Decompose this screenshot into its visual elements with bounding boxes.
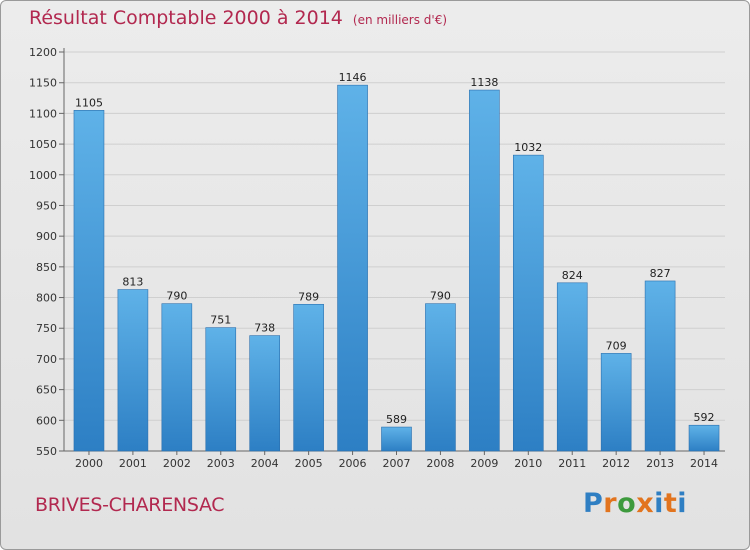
logo-letter: t bbox=[663, 488, 678, 519]
value-label: 1138 bbox=[470, 76, 498, 89]
value-label: 789 bbox=[298, 290, 319, 303]
chart-unit: (en milliers d'€) bbox=[352, 13, 448, 27]
y-tick-label: 950 bbox=[36, 199, 57, 212]
x-tick-label: 2008 bbox=[426, 457, 454, 470]
bars bbox=[73, 84, 720, 452]
logo-letter: o bbox=[617, 488, 637, 519]
y-tick-label: 800 bbox=[36, 292, 57, 305]
value-label: 738 bbox=[254, 322, 275, 335]
x-tick-label: 2013 bbox=[646, 457, 674, 470]
y-tick-label: 550 bbox=[36, 445, 57, 458]
x-tick-label: 2002 bbox=[163, 457, 191, 470]
bar-2008 bbox=[425, 303, 456, 452]
y-tick-label: 700 bbox=[36, 353, 57, 366]
value-labels: 1105 813 790 751 738 789 1146 589 790 1138 1032 824… bbox=[75, 71, 715, 426]
x-tick-label: 2009 bbox=[470, 457, 498, 470]
value-label: 1146 bbox=[339, 71, 367, 84]
y-tick-label: 1200 bbox=[29, 46, 57, 59]
value-label: 824 bbox=[562, 269, 583, 282]
logo-letter: x bbox=[636, 488, 655, 519]
x-tick-label: 2010 bbox=[514, 457, 542, 470]
x-tick-label: 2007 bbox=[383, 457, 411, 470]
value-label: 827 bbox=[650, 267, 671, 280]
logo-letter: i bbox=[654, 488, 664, 519]
bar-2010 bbox=[512, 154, 544, 452]
bar-2012 bbox=[600, 353, 632, 452]
value-label: 592 bbox=[694, 411, 715, 424]
value-label: 751 bbox=[210, 314, 231, 327]
x-tick-label: 2014 bbox=[690, 457, 718, 470]
value-label: 1105 bbox=[75, 96, 103, 109]
value-label: 790 bbox=[430, 290, 451, 303]
bar-2005 bbox=[293, 303, 324, 452]
x-tick-label: 2012 bbox=[602, 457, 630, 470]
x-tick-label: 2005 bbox=[295, 457, 323, 470]
y-tick-labels: 550 600 650 700 750 800 850 900 950 1000 1050 1100 1… bbox=[29, 46, 64, 458]
x-tick-label: 2004 bbox=[251, 457, 279, 470]
logo-letter: i bbox=[677, 488, 688, 519]
y-tick-label: 1100 bbox=[29, 107, 57, 120]
x-tick-labels: 2000 2001 2002 2003 2004 2005 2006 2007 2008 2009… bbox=[75, 451, 718, 470]
proxiti-logo[interactable]: Proxiti bbox=[583, 488, 687, 519]
x-tick-label: 2001 bbox=[119, 457, 147, 470]
y-tick-label: 850 bbox=[36, 261, 57, 274]
value-label: 790 bbox=[166, 290, 187, 303]
y-tick-label: 600 bbox=[36, 414, 57, 427]
bar-2009 bbox=[469, 89, 500, 452]
y-tick-label: 1150 bbox=[29, 77, 57, 90]
bar-2000 bbox=[73, 110, 105, 452]
bar-2006 bbox=[337, 84, 368, 452]
bar-2004 bbox=[249, 335, 280, 452]
y-tick-label: 650 bbox=[36, 384, 57, 397]
y-tick-label: 900 bbox=[36, 230, 57, 243]
logo-letter: r bbox=[603, 488, 618, 519]
x-tick-label: 2000 bbox=[75, 457, 103, 470]
value-label: 589 bbox=[386, 413, 407, 426]
x-tick-label: 2006 bbox=[339, 457, 367, 470]
y-tick-label: 1050 bbox=[29, 138, 57, 151]
bar-2011 bbox=[556, 282, 588, 452]
y-tick-label: 1000 bbox=[29, 169, 57, 182]
y-tick-label: 750 bbox=[36, 322, 57, 335]
bar-2007 bbox=[381, 426, 412, 452]
x-tick-label: 2003 bbox=[207, 457, 235, 470]
value-label: 709 bbox=[606, 339, 627, 352]
x-tick-label: 2011 bbox=[558, 457, 586, 470]
bar-2002 bbox=[161, 303, 193, 452]
value-label: 1032 bbox=[514, 141, 542, 154]
value-label: 813 bbox=[122, 276, 143, 289]
logo-letter: P bbox=[583, 488, 604, 519]
chart-title-text: Résultat Comptable 2000 à 2014 bbox=[29, 7, 343, 29]
bar-2013 bbox=[644, 280, 676, 452]
bar-2001 bbox=[117, 289, 149, 452]
chart-title: Résultat Comptable 2000 à 2014 (en millie… bbox=[29, 7, 447, 29]
bar-2003 bbox=[205, 327, 237, 452]
bar-2014 bbox=[688, 424, 720, 452]
town-name: BRIVES-CHARENSAC bbox=[35, 494, 225, 516]
